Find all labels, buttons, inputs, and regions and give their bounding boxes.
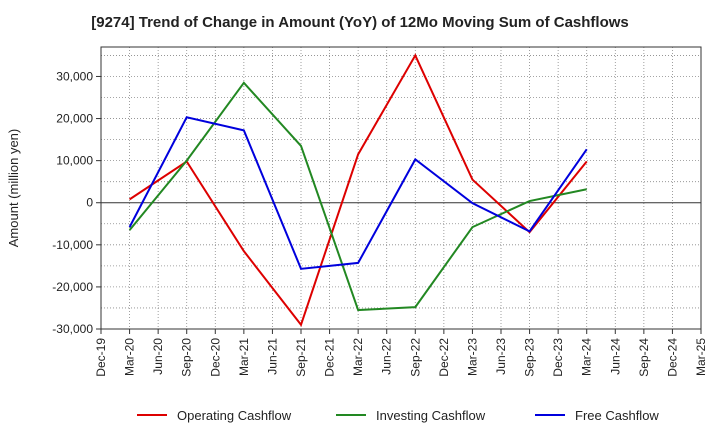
chart-title: [9274] Trend of Change in Amount (YoY) o…	[91, 14, 629, 31]
x-tick-label: Dec-24	[665, 338, 679, 377]
y-tick-label: 30,000	[56, 69, 93, 83]
y-tick-label: 20,000	[56, 112, 93, 126]
x-tick-label: Mar-24	[580, 338, 594, 376]
x-tick-label: Jun-20	[151, 338, 165, 375]
series-line-free-cashflow	[128, 116, 588, 270]
x-tick-label: Jun-24	[608, 338, 622, 375]
x-tick-label: Dec-23	[551, 338, 565, 377]
x-tick-label: Sep-24	[637, 338, 651, 377]
x-tick-label: Dec-21	[323, 338, 337, 377]
x-tick-label: Jun-21	[265, 338, 279, 375]
x-tick-label: Dec-19	[94, 338, 108, 377]
x-tick-label: Dec-22	[437, 338, 451, 377]
series-lines	[128, 53, 588, 327]
y-tick-label: 10,000	[56, 154, 93, 168]
x-tick-label: Sep-22	[408, 338, 422, 377]
x-tick-label: Sep-23	[523, 338, 537, 377]
series-line-operating-cashflow	[129, 53, 588, 327]
series-line-investing-cashflow	[128, 81, 587, 312]
legend-label: Free Cashflow	[575, 408, 659, 423]
legend-label: Investing Cashflow	[376, 408, 486, 423]
y-axis-label: Amount (million yen)	[6, 129, 21, 248]
y-tick-label: 0	[86, 196, 93, 210]
x-tick-label: Dec-20	[208, 338, 222, 377]
plot-frame	[100, 46, 702, 330]
x-axis: Dec-19 Mar-20 Jun-20 Sep-20 Dec-20 Mar-21 Jun-…	[94, 329, 708, 377]
legend-label: Operating Cashflow	[177, 408, 292, 423]
x-tick-label: Mar-21	[237, 338, 251, 376]
x-tick-label: Mar-20	[123, 338, 137, 376]
x-tick-label: Mar-23	[465, 338, 479, 376]
y-tick-label: -10,000	[52, 238, 93, 252]
y-tick-label: -20,000	[52, 280, 93, 294]
legend: Operating Cashflow Investing Cashflow Free…	[137, 408, 659, 423]
grid	[101, 47, 701, 329]
x-tick-label: Sep-21	[294, 338, 308, 377]
y-tick-label: -30,000	[52, 322, 93, 336]
x-tick-label: Jun-23	[494, 338, 508, 375]
x-tick-label: Mar-25	[694, 338, 708, 376]
x-tick-label: Mar-22	[351, 338, 365, 376]
y-axis: -30,000 -20,000 -10,000 0 10,000 20,000 30,000	[52, 69, 101, 336]
x-tick-label: Jun-22	[380, 338, 394, 375]
x-tick-label: Sep-20	[180, 338, 194, 377]
